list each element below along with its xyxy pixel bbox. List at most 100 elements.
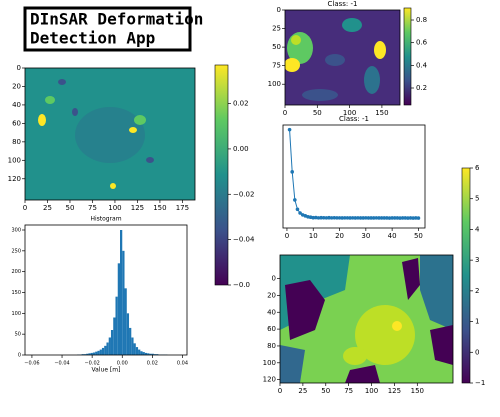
marker	[387, 216, 392, 220]
y-tick-label: 40	[267, 308, 276, 316]
marker	[398, 216, 402, 220]
x-tick-label: 0.00	[117, 361, 128, 367]
marker	[329, 216, 334, 220]
x-tick-label: 0	[285, 232, 289, 240]
axes-frame	[24, 224, 188, 356]
histogram-bar	[147, 353, 150, 355]
marker	[358, 216, 363, 220]
x-tick-label: 150	[375, 109, 388, 117]
x-tick-label: 30	[361, 232, 370, 240]
marker	[340, 216, 344, 220]
marker	[408, 216, 413, 220]
colorbar-tick-label: 4	[475, 225, 480, 233]
app-title: DInSAR Deformation	[30, 10, 203, 29]
histogram-bar	[106, 342, 109, 355]
x-tick-label: −0.06	[24, 361, 39, 367]
marker	[406, 216, 410, 220]
marker	[350, 216, 355, 220]
marker	[348, 216, 352, 220]
x-tick-label: 150	[411, 387, 424, 395]
colorbar	[403, 7, 412, 106]
marker	[295, 207, 300, 212]
y-tick-label: 0	[17, 64, 21, 72]
marker	[382, 216, 387, 220]
y-tick-label: 200	[11, 269, 21, 275]
colorbar-tick-label: 0.6	[416, 39, 428, 47]
marker	[287, 127, 292, 132]
colorbar-tick-label: 0	[475, 348, 479, 356]
x-tick-label: 50	[321, 387, 330, 395]
histogram-bar	[99, 349, 102, 355]
marker	[392, 216, 397, 220]
histogram-bar	[83, 354, 87, 355]
histogram-bar	[140, 351, 143, 355]
x-tick-label: 0.04	[177, 361, 188, 367]
marker	[361, 216, 366, 220]
title-box	[23, 6, 192, 52]
histogram-bar	[151, 353, 154, 355]
y-tick-label: 75	[272, 62, 281, 70]
y-tick-label: 100	[268, 80, 281, 88]
y-tick-label: 0	[277, 6, 281, 14]
colorbar-tick-label: 0.02	[233, 100, 249, 108]
y-tick-label: 80	[12, 138, 21, 146]
y-tick-label: 50	[15, 332, 21, 338]
y-tick-label: 150	[11, 290, 21, 296]
x-tick-label: 125	[131, 204, 144, 212]
axes-title: Class: -1	[328, 0, 358, 8]
histogram-bar	[135, 347, 139, 355]
x-tick-label: 100	[108, 204, 121, 212]
axes-frame	[282, 124, 426, 229]
histogram-bar	[92, 352, 96, 355]
y-tick-label: 25	[272, 25, 281, 33]
y-tick-label: 120	[8, 175, 21, 183]
x-tick-label: 75	[88, 204, 97, 212]
histogram-bar	[90, 352, 93, 355]
marker	[353, 216, 358, 220]
histogram-bar	[126, 313, 130, 355]
marker	[332, 215, 337, 220]
histogram-bar	[115, 296, 118, 355]
marker	[369, 216, 373, 220]
colorbar-tick-label: 6	[475, 164, 480, 172]
axes-frame	[284, 9, 401, 106]
colorbar-tick-label: 2	[475, 287, 479, 295]
y-tick-label: 120	[263, 376, 276, 384]
marker	[290, 170, 295, 174]
histogram-bar	[86, 353, 89, 355]
histogram-bar	[88, 353, 91, 355]
histogram-bar	[108, 337, 111, 355]
x-tick-label: 50	[66, 204, 75, 212]
x-tick-label: 25	[43, 204, 52, 212]
colorbar-tick-label: −0.0	[233, 281, 250, 289]
histogram-bar	[131, 337, 134, 355]
marker	[395, 216, 400, 220]
x-tick-label: 100	[365, 387, 378, 395]
y-tick-label: 300	[11, 228, 21, 234]
colorbar-tick-label: 1	[475, 318, 479, 326]
axes-title: Histogram	[90, 216, 121, 223]
marker	[371, 216, 376, 220]
y-tick-label: 100	[263, 359, 276, 367]
marker	[377, 216, 381, 220]
marker	[345, 216, 350, 220]
y-tick-label: 0	[272, 275, 276, 283]
y-tick-label: 60	[12, 119, 21, 127]
marker	[293, 198, 297, 202]
y-tick-label: 0	[18, 353, 21, 359]
histogram-bar	[133, 343, 136, 355]
x-tick-label: 100	[343, 109, 356, 117]
x-tick-label: −0.02	[84, 361, 99, 367]
y-tick-label: 100	[11, 311, 21, 317]
app-title: Detection App	[30, 29, 155, 48]
class-probability-map	[285, 10, 400, 105]
x-tick-label: 50	[414, 232, 423, 240]
axes-title: Class: -1	[339, 115, 369, 123]
marker	[337, 216, 342, 220]
histogram-bar	[144, 352, 148, 355]
y-tick-label: 50	[272, 43, 281, 51]
colorbar-tick-label: 0.2	[416, 84, 427, 92]
line	[289, 129, 419, 219]
marker	[413, 216, 418, 220]
marker	[403, 216, 408, 220]
